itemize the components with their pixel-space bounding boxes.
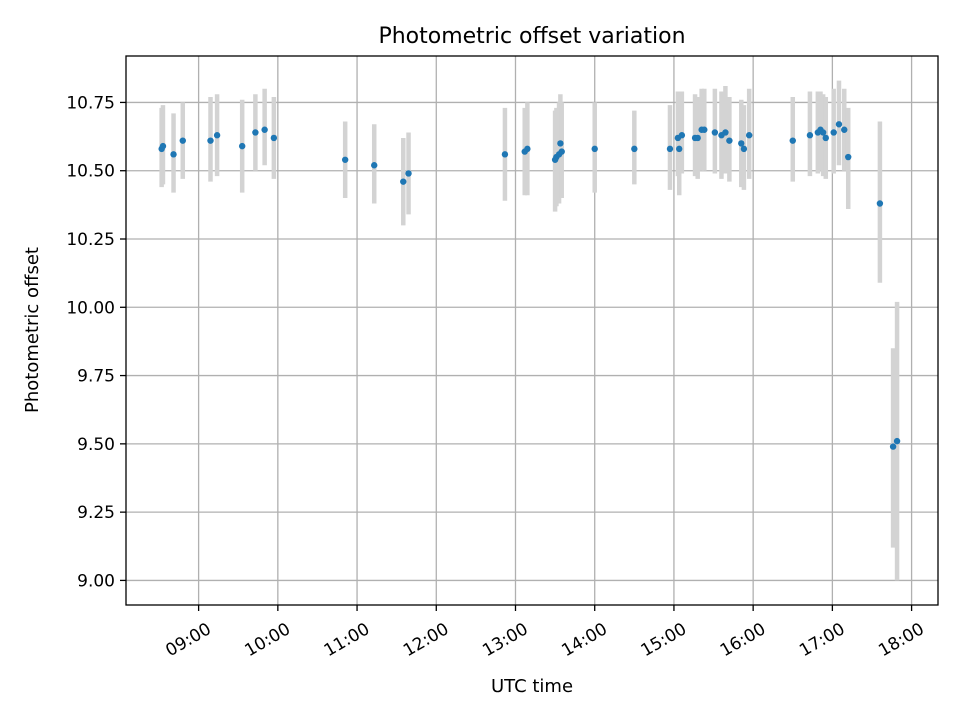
data-point (726, 137, 733, 144)
data-point (341, 156, 349, 163)
data-point (893, 437, 901, 445)
data-point (261, 126, 268, 133)
data-point (501, 151, 509, 158)
data-point (889, 443, 897, 450)
data-point (711, 129, 719, 136)
data-point (738, 140, 745, 147)
data-point (213, 132, 221, 139)
data-point (876, 200, 884, 207)
data-point (740, 145, 748, 153)
data-point (841, 126, 848, 133)
x-axis-label: UTC time (491, 676, 573, 697)
data-point (524, 145, 531, 153)
data-point (170, 151, 177, 158)
data-point (179, 137, 186, 144)
data-point (400, 178, 407, 185)
data-point (238, 142, 246, 150)
data-point (745, 132, 753, 139)
data-point (371, 162, 378, 169)
data-point (405, 170, 412, 177)
y-tick-label: 9.25 (77, 503, 115, 523)
data-point (159, 142, 167, 150)
y-tick-label: 9.75 (77, 367, 115, 387)
data-point (701, 126, 708, 133)
data-point (830, 129, 837, 136)
data-point (270, 134, 278, 142)
data-point (591, 145, 598, 153)
data-point (822, 134, 829, 142)
data-point (806, 132, 814, 139)
plot-frame (125, 55, 939, 606)
y-tick-label: 9.00 (77, 571, 115, 591)
data-point (252, 129, 259, 136)
data-point (558, 148, 565, 155)
chart-title: Photometric offset variation (378, 24, 685, 49)
data-point (835, 121, 843, 128)
data-point (789, 137, 796, 144)
y-tick-label: 9.50 (77, 435, 115, 455)
y-axis-label: Photometric offset (22, 247, 43, 413)
data-point (666, 145, 674, 153)
data-point (819, 129, 827, 136)
data-point (557, 140, 564, 147)
data-point (678, 132, 686, 139)
y-tick-label: 10.75 (66, 93, 115, 113)
data-points (158, 121, 901, 450)
data-point (694, 134, 701, 142)
data-point (631, 145, 638, 153)
data-point (207, 137, 214, 144)
data-point (722, 129, 729, 136)
y-tick-label: 10.00 (66, 298, 115, 318)
y-tick-label: 10.50 (66, 162, 115, 182)
y-tick-label: 10.25 (66, 230, 115, 250)
data-point (676, 145, 683, 153)
data-point (845, 153, 852, 161)
